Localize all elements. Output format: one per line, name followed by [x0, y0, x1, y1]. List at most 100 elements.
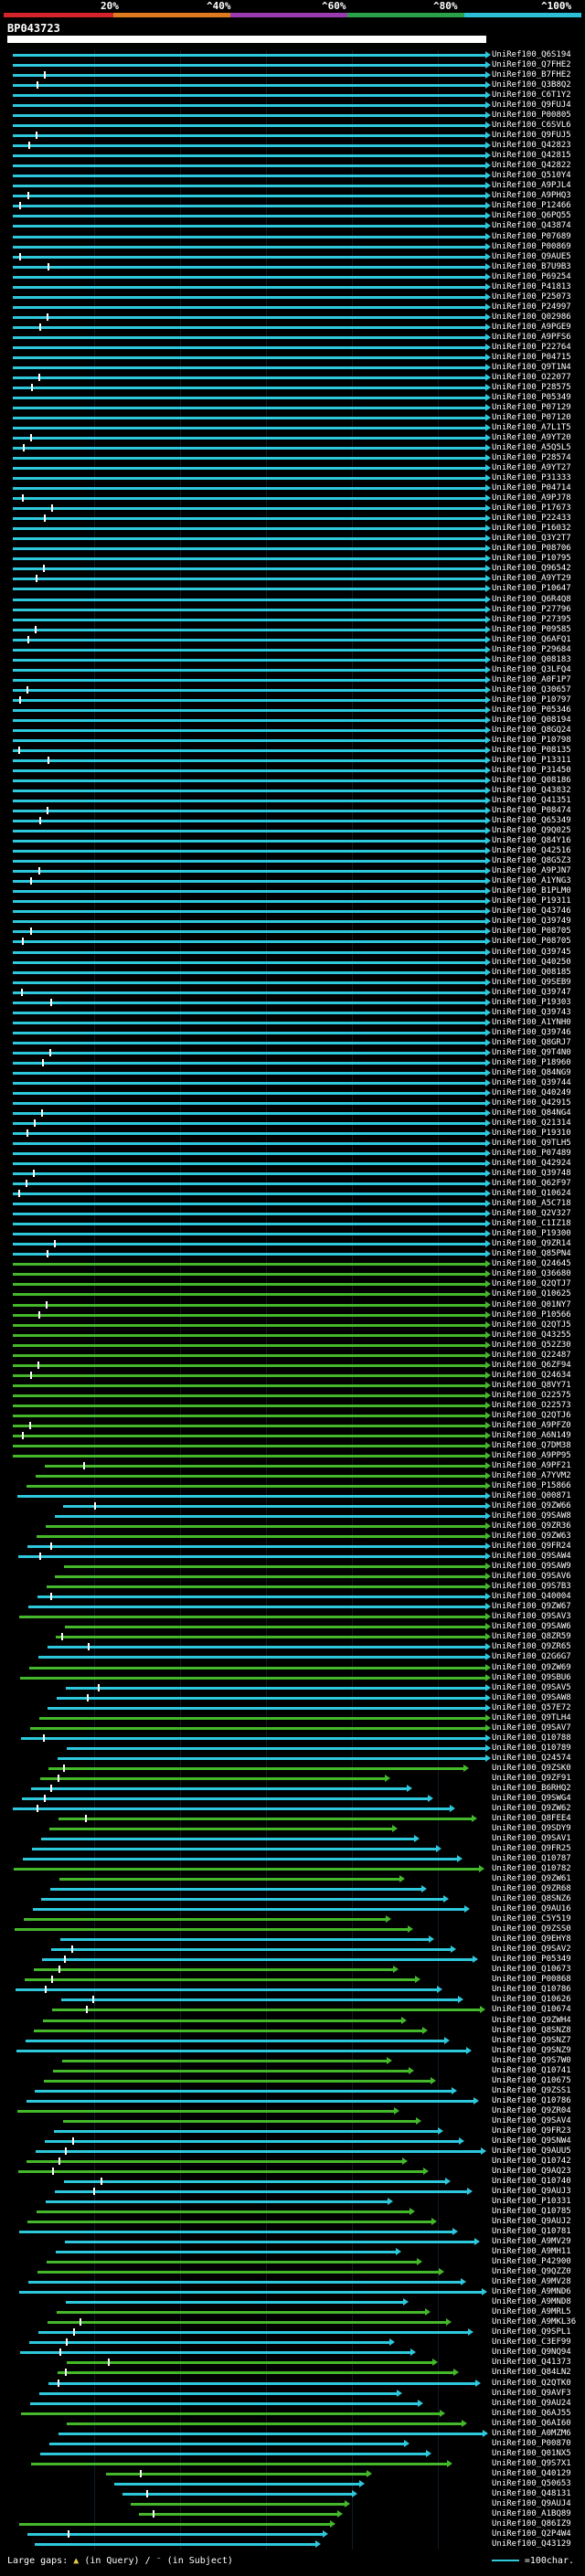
hit-row[interactable]: UniRef100_P19303: [0, 998, 585, 1008]
hit-row[interactable]: UniRef100_Q41373: [0, 2358, 585, 2368]
hit-row[interactable]: UniRef100_P42900: [0, 2257, 585, 2267]
hit-row[interactable]: UniRef100_Q9ZR36: [0, 1521, 585, 1532]
hit-label[interactable]: UniRef100_Q9ZR14: [492, 1239, 571, 1249]
hit-label[interactable]: UniRef100_Q9AUE5: [492, 251, 571, 261]
hit-label[interactable]: UniRef100_Q9FR25: [492, 1844, 571, 1854]
hit-label[interactable]: UniRef100_Q84Y16: [492, 836, 571, 846]
hit-row[interactable]: UniRef100_Q2G6G7: [0, 1652, 585, 1662]
hit-label[interactable]: UniRef100_Q9FR24: [492, 1542, 571, 1552]
hit-row[interactable]: UniRef100_Q10787: [0, 1854, 585, 1864]
hit-label[interactable]: UniRef100_Q62F97: [492, 1179, 571, 1189]
hit-label[interactable]: UniRef100_Q39747: [492, 987, 571, 997]
hit-row[interactable]: UniRef100_Q48131: [0, 2489, 585, 2499]
hit-label[interactable]: UniRef100_A1YNH0: [492, 1017, 571, 1027]
hit-label[interactable]: UniRef100_P41813: [492, 281, 571, 292]
hit-label[interactable]: UniRef100_Q02986: [492, 312, 571, 322]
hit-label[interactable]: UniRef100_Q7DM38: [492, 1440, 571, 1450]
hit-label[interactable]: UniRef100_Q9SBU6: [492, 1672, 571, 1682]
hit-label[interactable]: UniRef100_P05349: [492, 1955, 571, 1965]
hit-label[interactable]: UniRef100_Q9SAV5: [492, 1682, 571, 1692]
hit-label[interactable]: UniRef100_A9MV29: [492, 2237, 571, 2247]
hit-row[interactable]: UniRef100_P10566: [0, 1310, 585, 1320]
hit-row[interactable]: UniRef100_Q08186: [0, 776, 585, 786]
hit-row[interactable]: UniRef100_Q9SAW4: [0, 1552, 585, 1562]
hit-row[interactable]: UniRef100_Q24645: [0, 1259, 585, 1269]
hit-row[interactable]: UniRef100_Q8GRJ7: [0, 1038, 585, 1048]
hit-label[interactable]: UniRef100_Q24645: [492, 1259, 571, 1269]
hit-row[interactable]: UniRef100_Q9SAV3: [0, 1612, 585, 1622]
hit-label[interactable]: UniRef100_Q8SNZ6: [492, 1894, 571, 1904]
hit-row[interactable]: UniRef100_Q39747: [0, 988, 585, 998]
hit-row[interactable]: UniRef100_Q6R4Q8: [0, 595, 585, 605]
hit-row[interactable]: UniRef100_A9MKL36: [0, 2317, 585, 2327]
hit-label[interactable]: UniRef100_Q9SAW9: [492, 1562, 571, 1572]
hit-row[interactable]: UniRef100_B1PLM0: [0, 886, 585, 896]
hit-label[interactable]: UniRef100_C6SVL6: [492, 121, 571, 131]
hit-label[interactable]: UniRef100_Q9SAV2: [492, 1945, 571, 1955]
hit-label[interactable]: UniRef100_O22573: [492, 1400, 571, 1410]
hit-label[interactable]: UniRef100_Q9SAW6: [492, 1622, 571, 1632]
hit-row[interactable]: UniRef100_Q9SNZ9: [0, 2046, 585, 2056]
hit-label[interactable]: UniRef100_Q01NX5: [492, 2448, 571, 2458]
hit-label[interactable]: UniRef100_Q42516: [492, 846, 571, 856]
hit-row[interactable]: UniRef100_Q2QTJ5: [0, 1320, 585, 1330]
hit-row[interactable]: UniRef100_A6N149: [0, 1431, 585, 1441]
hit-label[interactable]: UniRef100_Q9FR23: [492, 2125, 571, 2136]
hit-label[interactable]: UniRef100_Q9SAV7: [492, 1723, 571, 1733]
hit-row[interactable]: UniRef100_P28574: [0, 453, 585, 463]
hit-row[interactable]: UniRef100_Q10786: [0, 1985, 585, 1995]
hit-row[interactable]: UniRef100_P10795: [0, 554, 585, 564]
hit-label[interactable]: UniRef100_P12466: [492, 201, 571, 211]
hit-row[interactable]: UniRef100_B7U9B3: [0, 262, 585, 272]
hit-label[interactable]: UniRef100_Q10625: [492, 1289, 571, 1299]
hit-row[interactable]: UniRef100_Q39744: [0, 1078, 585, 1088]
hit-row[interactable]: UniRef100_Q9ZR68: [0, 1884, 585, 1894]
hit-label[interactable]: UniRef100_A5C718: [492, 1199, 571, 1209]
hit-label[interactable]: UniRef100_Q2QTJ5: [492, 1320, 571, 1330]
hit-row[interactable]: UniRef100_Q2P4W4: [0, 2529, 585, 2539]
hit-row[interactable]: UniRef100_A9PFS6: [0, 333, 585, 343]
hit-row[interactable]: UniRef100_Q9SAV5: [0, 1683, 585, 1693]
hit-row[interactable]: UniRef100_Q6AI60: [0, 2419, 585, 2429]
hit-row[interactable]: UniRef100_Q10789: [0, 1744, 585, 1754]
hit-row[interactable]: UniRef100_O22573: [0, 1401, 585, 1411]
hit-label[interactable]: UniRef100_B6RHQ2: [492, 1783, 571, 1793]
hit-label[interactable]: UniRef100_Q42823: [492, 141, 571, 151]
hit-label[interactable]: UniRef100_A9YT29: [492, 574, 571, 584]
hit-label[interactable]: UniRef100_Q3B8Q2: [492, 80, 571, 90]
hit-label[interactable]: UniRef100_Q40129: [492, 2468, 571, 2478]
hit-label[interactable]: UniRef100_Q10673: [492, 1965, 571, 1975]
hit-row[interactable]: UniRef100_C1IZ18: [0, 1219, 585, 1229]
hit-row[interactable]: UniRef100_Q8SNZ6: [0, 1894, 585, 1904]
hit-label[interactable]: UniRef100_Q00871: [492, 1491, 571, 1501]
hit-label[interactable]: UniRef100_C3EF99: [492, 2337, 571, 2348]
hit-label[interactable]: UniRef100_P31450: [492, 766, 571, 775]
hit-label[interactable]: UniRef100_P00870: [492, 2438, 571, 2448]
hit-row[interactable]: UniRef100_Q39748: [0, 1169, 585, 1179]
hit-row[interactable]: UniRef100_Q86IZ9: [0, 2519, 585, 2529]
hit-row[interactable]: UniRef100_Q24634: [0, 1371, 585, 1381]
hit-row[interactable]: UniRef100_Q9SAV6: [0, 1572, 585, 1582]
hit-label[interactable]: UniRef100_P18960: [492, 1057, 571, 1067]
hit-row[interactable]: UniRef100_P25073: [0, 292, 585, 302]
hit-row[interactable]: UniRef100_Q9AUJ3: [0, 2187, 585, 2197]
hit-label[interactable]: UniRef100_Q42815: [492, 151, 571, 161]
hit-label[interactable]: UniRef100_A9PF21: [492, 1460, 571, 1470]
hit-label[interactable]: UniRef100_Q510Y4: [492, 171, 571, 181]
hit-label[interactable]: UniRef100_A9PJ78: [492, 493, 571, 504]
hit-label[interactable]: UniRef100_Q9ZW61: [492, 1874, 571, 1884]
hit-row[interactable]: UniRef100_P31450: [0, 766, 585, 776]
hit-row[interactable]: UniRef100_Q9FUJ5: [0, 131, 585, 141]
hit-label[interactable]: UniRef100_Q84NG9: [492, 1067, 571, 1077]
hit-label[interactable]: UniRef100_Q08185: [492, 967, 571, 977]
hit-label[interactable]: UniRef100_Q2QTJ7: [492, 1279, 571, 1289]
hit-row[interactable]: UniRef100_P10331: [0, 2197, 585, 2207]
hit-label[interactable]: UniRef100_P10797: [492, 694, 571, 705]
hit-label[interactable]: UniRef100_Q52Z30: [492, 1340, 571, 1350]
hit-row[interactable]: UniRef100_Q2QTK0: [0, 2379, 585, 2389]
hit-label[interactable]: UniRef100_Q50653: [492, 2478, 571, 2488]
hit-label[interactable]: UniRef100_A9MV28: [492, 2277, 571, 2287]
hit-label[interactable]: UniRef100_Q9AUJ4: [492, 2498, 571, 2508]
hit-row[interactable]: UniRef100_A5Q5L5: [0, 443, 585, 453]
hit-row[interactable]: UniRef100_Q84Y16: [0, 836, 585, 846]
